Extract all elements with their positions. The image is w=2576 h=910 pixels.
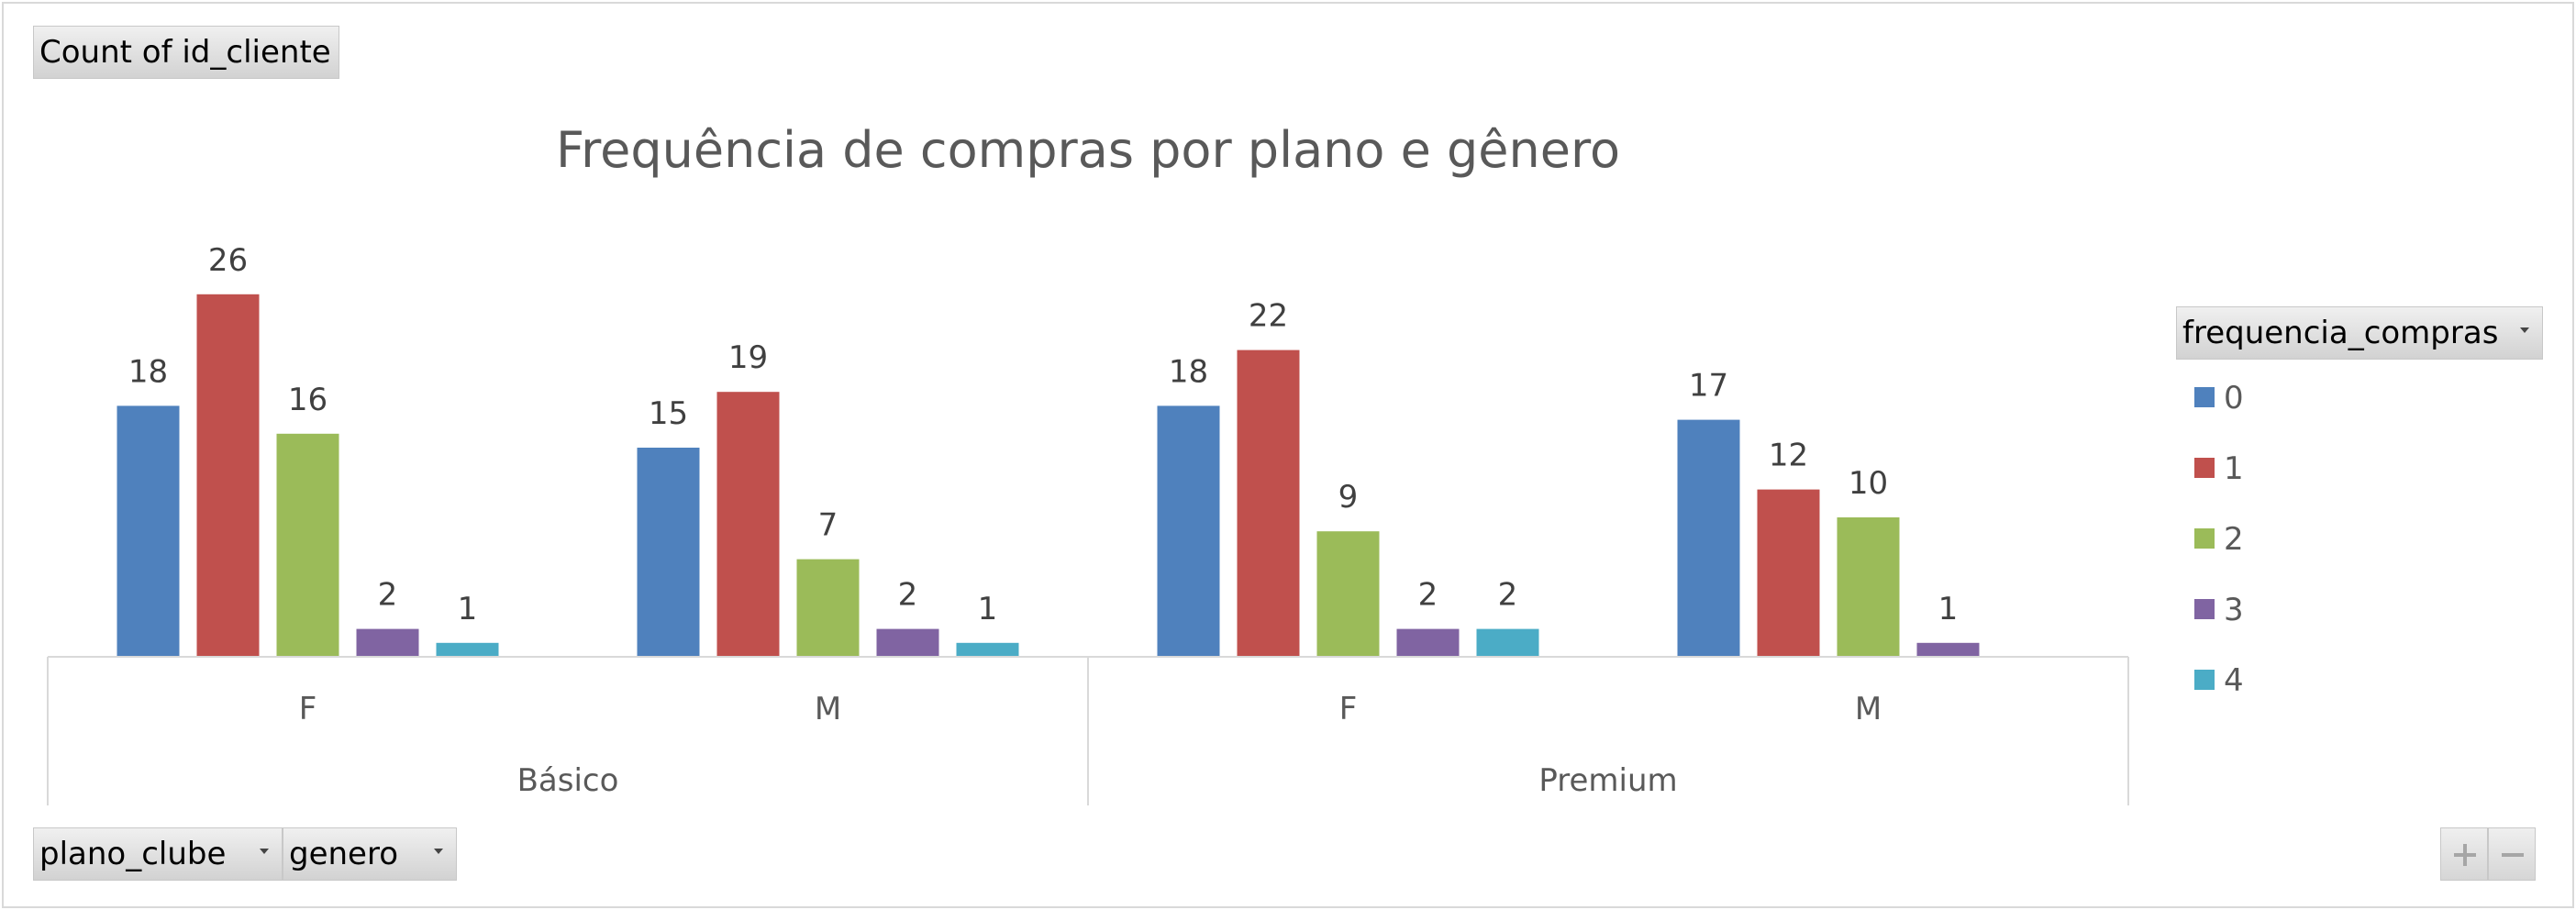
expand-button[interactable] (2440, 827, 2488, 881)
legend-swatch (2194, 599, 2215, 619)
bar (1837, 517, 1900, 657)
chevron-down-icon[interactable] (434, 849, 443, 854)
legend-label: 1 (2224, 450, 2244, 487)
legend-label: 3 (2224, 592, 2244, 628)
legend-label: 4 (2224, 662, 2244, 699)
data-label: 10 (1849, 465, 1888, 502)
bar (1396, 628, 1460, 657)
category-label: F (299, 691, 317, 727)
data-label: 2 (1418, 577, 1438, 614)
data-label: 1 (1938, 591, 1959, 627)
bar (1316, 531, 1380, 657)
legend-swatch (2194, 670, 2215, 690)
legend-label: 2 (2224, 521, 2244, 558)
row-field-button-plano-clube[interactable]: plano_clube (33, 827, 283, 881)
legend-field-label: frequencia_compras (2182, 315, 2499, 351)
legend-swatch (2194, 528, 2215, 549)
legend-label: 0 (2224, 380, 2244, 416)
minus-icon (2502, 853, 2524, 857)
data-label: 1 (458, 591, 478, 627)
bar (796, 559, 860, 657)
bar (276, 433, 339, 657)
bar (1677, 419, 1740, 657)
legend-swatch (2194, 458, 2215, 478)
collapse-button[interactable] (2488, 827, 2536, 881)
data-label: 9 (1338, 479, 1359, 516)
group-label: Básico (517, 762, 619, 799)
data-label: 1 (978, 591, 998, 627)
data-label: 16 (288, 382, 328, 418)
bar (196, 294, 260, 657)
data-label: 22 (1249, 298, 1288, 335)
data-label: 2 (898, 577, 918, 614)
chevron-down-icon[interactable] (260, 849, 269, 854)
value-field-label: Count of id_cliente (39, 34, 331, 71)
bar (1757, 489, 1820, 657)
category-label: M (1855, 691, 1882, 727)
data-label: 12 (1769, 438, 1808, 474)
bar (1237, 350, 1300, 657)
bar (117, 405, 180, 657)
row-field-button-genero[interactable]: genero (283, 827, 457, 881)
bar (1157, 405, 1220, 657)
data-label: 2 (1498, 577, 1518, 614)
bar (876, 628, 939, 657)
bar (356, 628, 419, 657)
bar (436, 642, 499, 657)
bar (1476, 628, 1539, 657)
row-field-label: plano_clube (39, 836, 227, 872)
chart-title: Frequência de compras por plano e gênero (556, 121, 1620, 179)
data-label: 15 (649, 395, 688, 432)
category-label: M (815, 691, 841, 727)
bar (637, 448, 700, 657)
data-label: 18 (128, 353, 168, 390)
bar (1916, 642, 1980, 657)
row-field-label: genero (289, 836, 398, 872)
data-label: 17 (1689, 368, 1728, 405)
data-label: 19 (728, 339, 768, 376)
data-label: 7 (818, 507, 838, 544)
legend-swatch (2194, 387, 2215, 407)
value-field-button[interactable]: Count of id_cliente (33, 26, 339, 79)
data-label: 18 (1169, 353, 1208, 390)
legend-field-button[interactable]: frequencia_compras (2176, 306, 2543, 360)
data-label: 2 (378, 577, 398, 614)
category-label: F (1339, 691, 1358, 727)
chevron-down-icon[interactable] (2520, 327, 2529, 333)
bar (716, 392, 780, 657)
bar (956, 642, 1019, 657)
group-label: Premium (1538, 762, 1677, 799)
data-label: 26 (208, 242, 248, 279)
